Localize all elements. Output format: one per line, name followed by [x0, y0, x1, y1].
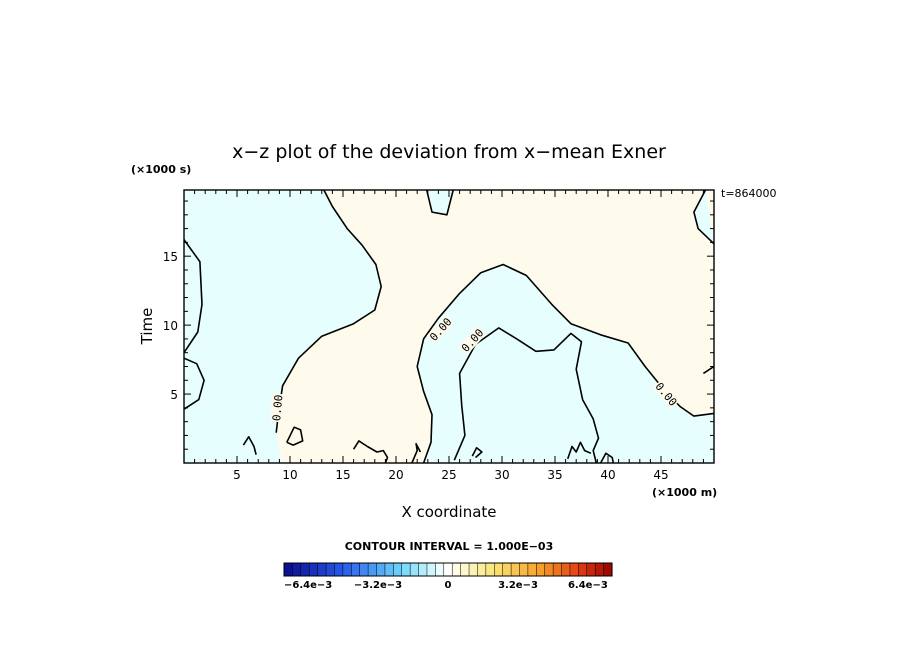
zero-contour-line	[352, 440, 389, 464]
y-axis-label: Time	[138, 308, 156, 346]
colorbar-tick-label: −3.2e−3	[354, 580, 402, 591]
colorbar-cell	[603, 562, 613, 577]
colorbar-cell	[283, 562, 293, 577]
y-axis-ticks: 5 10 15	[163, 200, 714, 450]
zero-contour-line	[411, 442, 422, 464]
colorbar-cell	[477, 562, 487, 577]
contour-label-bg	[270, 393, 285, 423]
colorbar-cell	[594, 562, 605, 577]
colorbar-cell	[561, 562, 571, 577]
zero-contour-line	[453, 327, 600, 464]
colorbar-cell	[359, 562, 369, 577]
colorbar-frame	[283, 562, 613, 577]
zero-contour-line	[275, 189, 382, 433]
colorbar-tick-label: 6.4e−3	[568, 580, 608, 591]
colorbar	[283, 562, 613, 577]
x-tick-label: 25	[441, 468, 456, 482]
colorbar-tick-label: 0	[445, 580, 452, 591]
y-tick-label: 10	[163, 319, 178, 333]
colorbar-cell	[351, 562, 361, 577]
zero-contour-line	[566, 441, 592, 460]
colorbar-cell	[468, 562, 478, 577]
colorbar-cell	[435, 562, 445, 577]
zero-contour-line	[599, 452, 615, 464]
colorbar-cell	[401, 562, 411, 577]
x-tick-label: 15	[335, 468, 350, 482]
colorbar-cell	[308, 562, 319, 577]
x-axis-label: X coordinate	[401, 503, 496, 521]
x-tick-label: 30	[494, 468, 509, 482]
colorbar-cell	[544, 562, 554, 577]
zero-contour-line	[286, 426, 304, 446]
x-unit-label: (×1000 m)	[652, 486, 717, 499]
contour-label-bg	[458, 325, 487, 355]
zero-contour-line	[183, 357, 205, 410]
colorbar-cell	[443, 562, 453, 577]
x-tick-label: 10	[282, 468, 297, 482]
contour-label-bg	[426, 314, 455, 344]
colorbar-cell	[485, 562, 495, 577]
x-axis-ticks: 5 10 15 20 25 30 35 40 45	[183, 190, 715, 482]
colorbar-cell	[494, 562, 504, 577]
chart-title: x−z plot of the deviation from x−mean Ex…	[232, 141, 666, 163]
time-label: t=864000	[721, 187, 777, 200]
x-tick-label: 35	[547, 468, 562, 482]
negative-region-fill	[454, 327, 599, 463]
zero-contour-line	[471, 447, 483, 459]
colorbar-cell	[586, 562, 596, 577]
colorbar-tick-labels: −6.4e−3 −3.2e−3 0 3.2e−3 6.4e−3	[284, 580, 608, 591]
x-tick-label: 20	[388, 468, 403, 482]
contour-label: 0.00	[270, 394, 285, 422]
colorbar-cell	[334, 562, 344, 577]
colorbar-tick-label: 3.2e−3	[498, 580, 538, 591]
y-tick-label: 5	[170, 388, 178, 402]
colorbar-cell	[393, 562, 403, 577]
colorbar-cell	[325, 562, 336, 577]
colorbar-cell	[527, 562, 537, 577]
zero-contour-line	[183, 239, 203, 354]
contour-interval-label: CONTOUR INTERVAL = 1.000E−03	[345, 540, 554, 553]
contour-label-bg	[652, 379, 680, 409]
x-tick-label: 5	[233, 468, 241, 482]
colorbar-cell	[376, 562, 386, 577]
zero-contour-line	[242, 436, 257, 455]
colorbar-cell	[300, 562, 310, 577]
negative-region-pocket	[426, 190, 454, 215]
colorbar-cell	[578, 562, 588, 577]
colorbar-cell	[451, 562, 462, 577]
colorbar-cell	[292, 562, 302, 577]
x-tick-label: 40	[600, 468, 615, 482]
colorbar-cell	[384, 562, 394, 577]
colorbar-cell	[317, 562, 327, 577]
colorbar-cell	[409, 562, 420, 577]
colorbar-tick-label: −6.4e−3	[284, 580, 332, 591]
colorbar-cell	[569, 562, 579, 577]
y-unit-label: (×1000 s)	[131, 163, 191, 176]
colorbar-cell	[502, 562, 512, 577]
zero-contour-line	[425, 189, 454, 216]
colorbar-cell	[426, 562, 436, 577]
zero-contour-line	[702, 365, 715, 375]
colorbar-cell	[536, 562, 546, 577]
y-tick-label: 15	[163, 250, 178, 264]
colorbar-cell	[510, 562, 521, 577]
colorbar-cell	[418, 562, 428, 577]
x-tick-label: 45	[653, 468, 668, 482]
colorbar-cell	[342, 562, 352, 577]
zero-contour-line	[693, 189, 715, 245]
positive-region-fill	[276, 190, 714, 463]
colorbar-cell	[552, 562, 563, 577]
colorbar-cell	[460, 562, 470, 577]
colorbar-cell	[519, 562, 529, 577]
colorbar-cell	[367, 562, 378, 577]
